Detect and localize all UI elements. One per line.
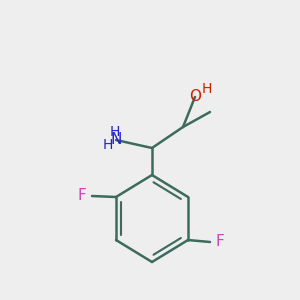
Text: H: H xyxy=(109,125,120,140)
Text: H: H xyxy=(102,138,113,152)
Text: N: N xyxy=(110,133,122,148)
Text: F: F xyxy=(215,235,224,250)
Text: H: H xyxy=(202,82,212,97)
Text: F: F xyxy=(78,188,87,203)
Text: O: O xyxy=(189,89,201,104)
